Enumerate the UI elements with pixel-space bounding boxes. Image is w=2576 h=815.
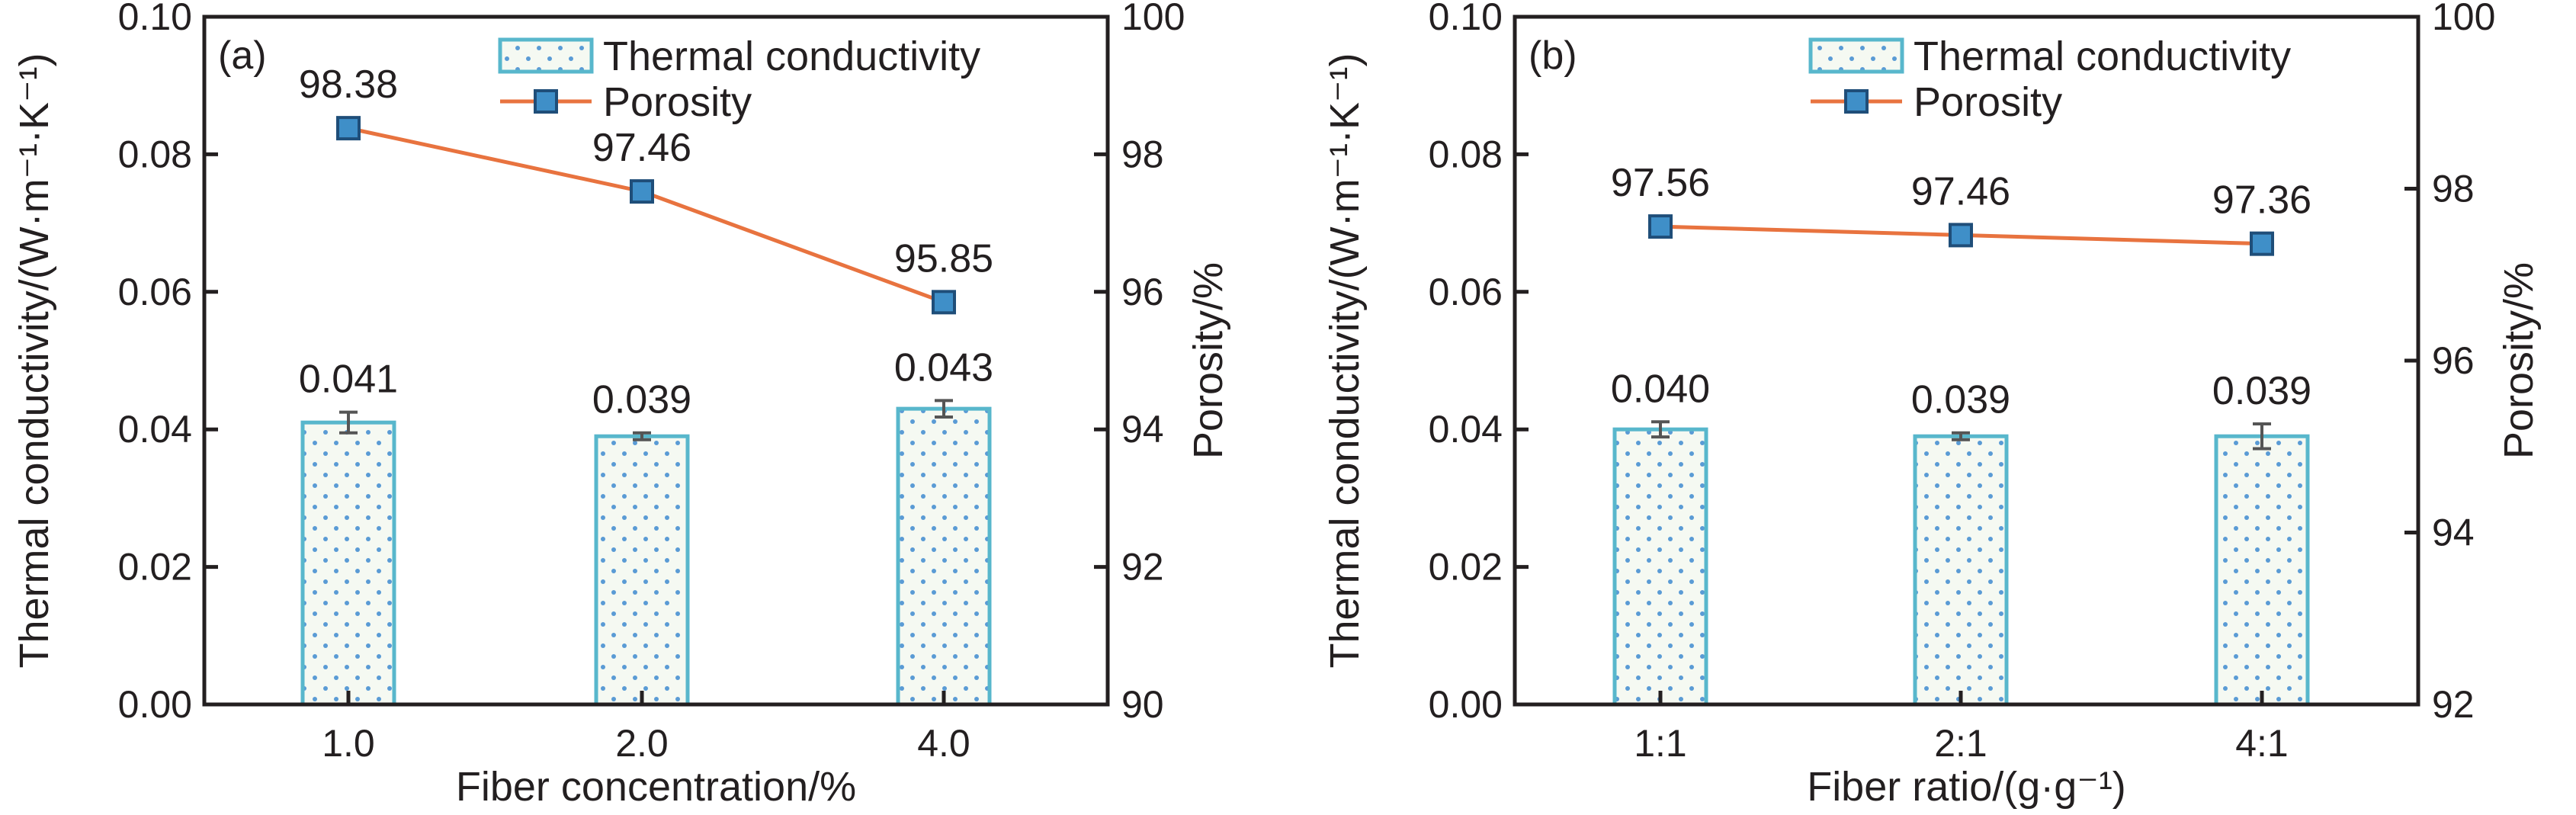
bar-1.0 [300,420,396,707]
legend-swatch-bar [498,37,594,74]
legend-label-thermal: Thermal conductivity [603,34,980,79]
right-tick-label: 96 [2432,339,2475,382]
bar-value-label: 0.043 [894,345,993,390]
porosity-value-label: 97.36 [2212,178,2311,223]
left-tick-label: 0.06 [118,271,192,313]
porosity-value-label: 97.46 [592,126,691,170]
right-tick-label: 98 [2432,168,2475,210]
right-tick-label: 100 [2432,0,2495,38]
left-axis-title: Thermal conductivity/(W·m⁻¹·K⁻¹) [1322,53,1368,668]
x-tick-label: 1:1 [1634,722,1687,765]
legend-label-porosity: Porosity [603,79,752,125]
bar-value-label: 0.039 [1911,378,2010,422]
legend-swatch-bar [1808,37,1904,74]
bar-1:1 [1612,427,1708,707]
bar-2.0 [594,434,690,707]
right-axis-title: Porosity/% [2496,262,2542,459]
right-tick-label: 92 [2432,683,2475,726]
left-tick-label: 0.04 [118,408,192,451]
porosity-marker [630,179,654,204]
porosity-marker [2250,231,2274,256]
chart-panel-a: 0.041 0.039 0.043 98.38 97.46 95.85 0.00 0.02 0.… [11,0,1231,810]
x-tick-label: 2:1 [1934,722,1987,765]
error-bar [1651,420,1670,439]
error-bar [935,399,953,419]
left-tick-label: 0.10 [118,0,192,38]
error-bar [1952,431,1970,441]
x-tick-label: 2.0 [615,722,669,765]
bar-value-label: 0.041 [299,358,398,402]
error-bar [339,410,358,435]
left-tick-label: 0.02 [1429,546,1503,589]
legend-label-porosity: Porosity [1914,79,2062,125]
left-tick-label: 0.08 [118,133,192,175]
porosity-marker [1949,223,1973,248]
right-tick-label: 94 [2432,512,2475,554]
porosity-marker [932,290,956,315]
x-tick-label: 4:1 [2235,722,2289,765]
left-tick-label: 0.00 [118,683,192,726]
right-tick-label: 98 [1121,133,1164,175]
left-tick-label: 0.10 [1429,0,1503,38]
porosity-marker [1648,214,1673,239]
porosity-value-label: 98.38 [299,63,398,107]
legend-swatch-marker [1844,89,1869,114]
porosity-value-label: 97.46 [1911,169,2010,213]
right-axis-title: Porosity/% [1185,262,1231,459]
right-tick-label: 100 [1121,0,1185,38]
bar-4.0 [896,406,992,707]
bar-2:1 [1913,434,2009,707]
right-tick-label: 92 [1121,546,1164,589]
plot-frame [202,14,1110,707]
left-tick-label: 0.06 [1429,271,1503,313]
legend-label-thermal: Thermal conductivity [1914,34,2291,79]
left-tick-label: 0.04 [1429,408,1503,451]
right-tick-label: 94 [1121,408,1164,451]
porosity-value-label: 97.56 [1611,161,1710,205]
bar-value-label: 0.040 [1611,367,1710,411]
right-tick-label: 96 [1121,271,1164,313]
chart-panel-b: 0.040 0.039 0.039 97.56 97.46 97.36 0.00 0.02 0.… [1322,0,2542,810]
x-axis-title: Fiber ratio/(g·g⁻¹) [1807,764,2126,810]
bar-value-label: 0.039 [2212,369,2311,413]
error-bar [2253,422,2271,451]
error-bar [633,431,651,441]
x-axis-title: Fiber concentration/% [456,764,856,810]
bar-4:1 [2214,434,2310,707]
panel-label: (a) [218,34,267,78]
legend-swatch-marker [534,89,558,114]
x-tick-label: 4.0 [917,722,970,765]
bar-value-label: 0.039 [592,378,691,422]
x-tick-label: 1.0 [322,722,375,765]
right-tick-label: 90 [1121,683,1164,726]
porosity-value-label: 95.85 [894,236,993,281]
left-axis-title: Thermal conductivity/(W·m⁻¹·K⁻¹) [11,53,57,668]
left-tick-label: 0.00 [1429,683,1503,726]
left-tick-label: 0.02 [118,546,192,589]
panel-label: (b) [1529,34,1577,78]
left-tick-label: 0.08 [1429,133,1503,175]
porosity-marker [336,116,361,141]
